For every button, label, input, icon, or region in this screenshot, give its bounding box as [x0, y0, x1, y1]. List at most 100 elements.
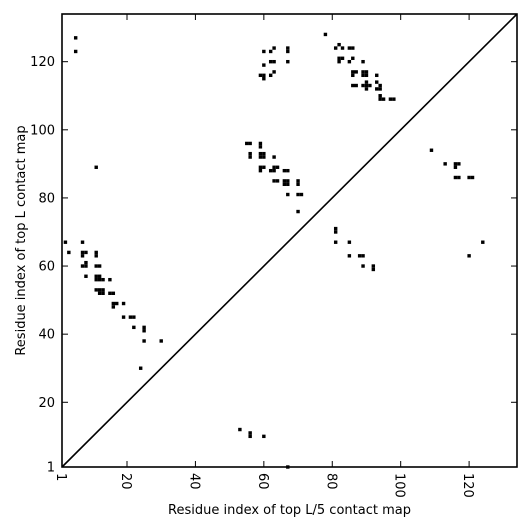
- contact-point-upper: [262, 165, 266, 169]
- x-axis-label: Residue index of top L/5 contact map: [168, 503, 411, 518]
- contact-point-upper: [248, 155, 252, 159]
- contact-point-upper: [351, 56, 355, 60]
- contact-point-upper: [268, 59, 273, 64]
- contact-point-upper: [361, 59, 365, 64]
- contact-point-upper: [453, 165, 458, 169]
- contact-point-lower: [138, 366, 143, 370]
- contact-point-lower: [80, 250, 85, 255]
- x-tick-label: 20: [118, 473, 133, 490]
- contact-point-upper: [282, 179, 287, 183]
- contact-point-lower: [84, 274, 88, 278]
- contact-point-lower: [361, 254, 365, 258]
- axis-ticks: [61, 14, 517, 468]
- contact-point-lower: [121, 301, 126, 306]
- y-tick-label: 80: [38, 191, 55, 206]
- contact-point-upper: [258, 151, 263, 156]
- contact-point-lower: [371, 267, 376, 272]
- x-tick-label: 120: [460, 473, 475, 498]
- contact-point-upper: [347, 59, 352, 64]
- contact-point-lower: [101, 277, 105, 282]
- contact-point-upper: [429, 148, 434, 152]
- contact-point-upper: [337, 59, 341, 64]
- contact-point-upper: [351, 83, 355, 88]
- contact-point-upper: [361, 83, 365, 88]
- contact-point-lower: [132, 315, 136, 319]
- contact-point-upper: [286, 192, 290, 197]
- contact-point-lower: [80, 264, 85, 268]
- x-tick-label: 80: [323, 473, 338, 490]
- contact-point-lower: [63, 240, 68, 244]
- y-tick-label: 100: [30, 123, 55, 138]
- contact-point-lower: [94, 288, 98, 292]
- contact-point-upper: [272, 179, 276, 183]
- contact-point-upper: [368, 83, 372, 88]
- contact-point-upper: [262, 155, 266, 159]
- contact-point-upper: [364, 87, 369, 91]
- contact-point-upper: [262, 63, 266, 67]
- contact-point-upper: [282, 182, 287, 187]
- contact-point-upper: [296, 209, 300, 214]
- contact-point-upper: [351, 46, 355, 50]
- contact-point-upper: [388, 97, 393, 101]
- contact-point-lower: [333, 240, 338, 244]
- y-tick-label: 120: [30, 55, 55, 70]
- contact-point-lower: [80, 240, 85, 244]
- x-tick-label: 40: [186, 473, 201, 490]
- contact-point-upper: [262, 73, 266, 78]
- contact-point-upper: [286, 179, 290, 183]
- x-tick-labels: 1 20 40 60 80 100 120: [53, 473, 475, 498]
- contact-point-lower: [94, 254, 98, 258]
- x-tick-label: 1: [53, 473, 68, 481]
- contact-point-upper: [73, 36, 78, 40]
- contact-point-lower: [97, 264, 102, 268]
- contact-point-lower: [467, 254, 471, 258]
- contact-point-upper: [286, 168, 290, 173]
- y-tick-label: 20: [38, 396, 55, 411]
- contact-point-upper: [272, 165, 276, 169]
- contact-point-lower: [128, 315, 133, 319]
- contact-point-upper: [258, 155, 263, 159]
- contact-point-upper: [248, 141, 252, 146]
- contact-point-upper: [364, 83, 369, 88]
- contact-point-upper: [262, 151, 266, 156]
- contact-point-lower: [84, 250, 88, 255]
- contact-point-lower: [97, 291, 102, 295]
- contact-point-lower: [481, 240, 485, 244]
- contact-point-lower: [94, 274, 98, 278]
- contact-point-upper: [268, 49, 273, 54]
- contact-point-upper: [467, 175, 471, 180]
- contact-point-upper: [453, 162, 458, 166]
- contact-point-upper: [268, 168, 273, 173]
- contact-point-upper: [375, 87, 379, 91]
- contact-point-lower: [142, 339, 146, 343]
- contact-point-lower: [94, 277, 98, 282]
- contact-point-upper: [340, 46, 345, 50]
- contact-point-upper: [361, 73, 365, 78]
- contact-point-lower: [111, 305, 116, 309]
- y-tick-label: 40: [38, 328, 55, 343]
- contact-point-upper: [364, 73, 369, 78]
- contact-point-lower: [108, 291, 112, 295]
- contact-point-upper: [275, 179, 280, 183]
- contact-point-upper: [351, 73, 355, 78]
- contact-point-upper: [333, 46, 338, 50]
- contact-point-lower: [142, 325, 146, 330]
- y-tick-label: 60: [38, 260, 55, 275]
- contact-point-upper: [262, 77, 266, 81]
- contact-point-upper: [378, 97, 382, 101]
- contact-point-upper: [286, 49, 290, 54]
- contact-point-lower: [97, 274, 102, 278]
- contact-point-lower: [262, 434, 266, 439]
- contact-point-upper: [323, 32, 328, 37]
- contact-point-upper: [272, 70, 276, 74]
- contact-point-upper: [272, 59, 276, 64]
- contact-point-lower: [67, 250, 71, 255]
- contact-point-lower: [101, 291, 105, 295]
- contact-point-upper: [347, 46, 352, 50]
- contact-point-upper: [275, 165, 280, 169]
- contact-point-lower: [111, 291, 116, 295]
- contact-point-upper: [296, 192, 300, 197]
- contact-point-upper: [354, 83, 358, 88]
- contact-point-upper: [248, 151, 252, 156]
